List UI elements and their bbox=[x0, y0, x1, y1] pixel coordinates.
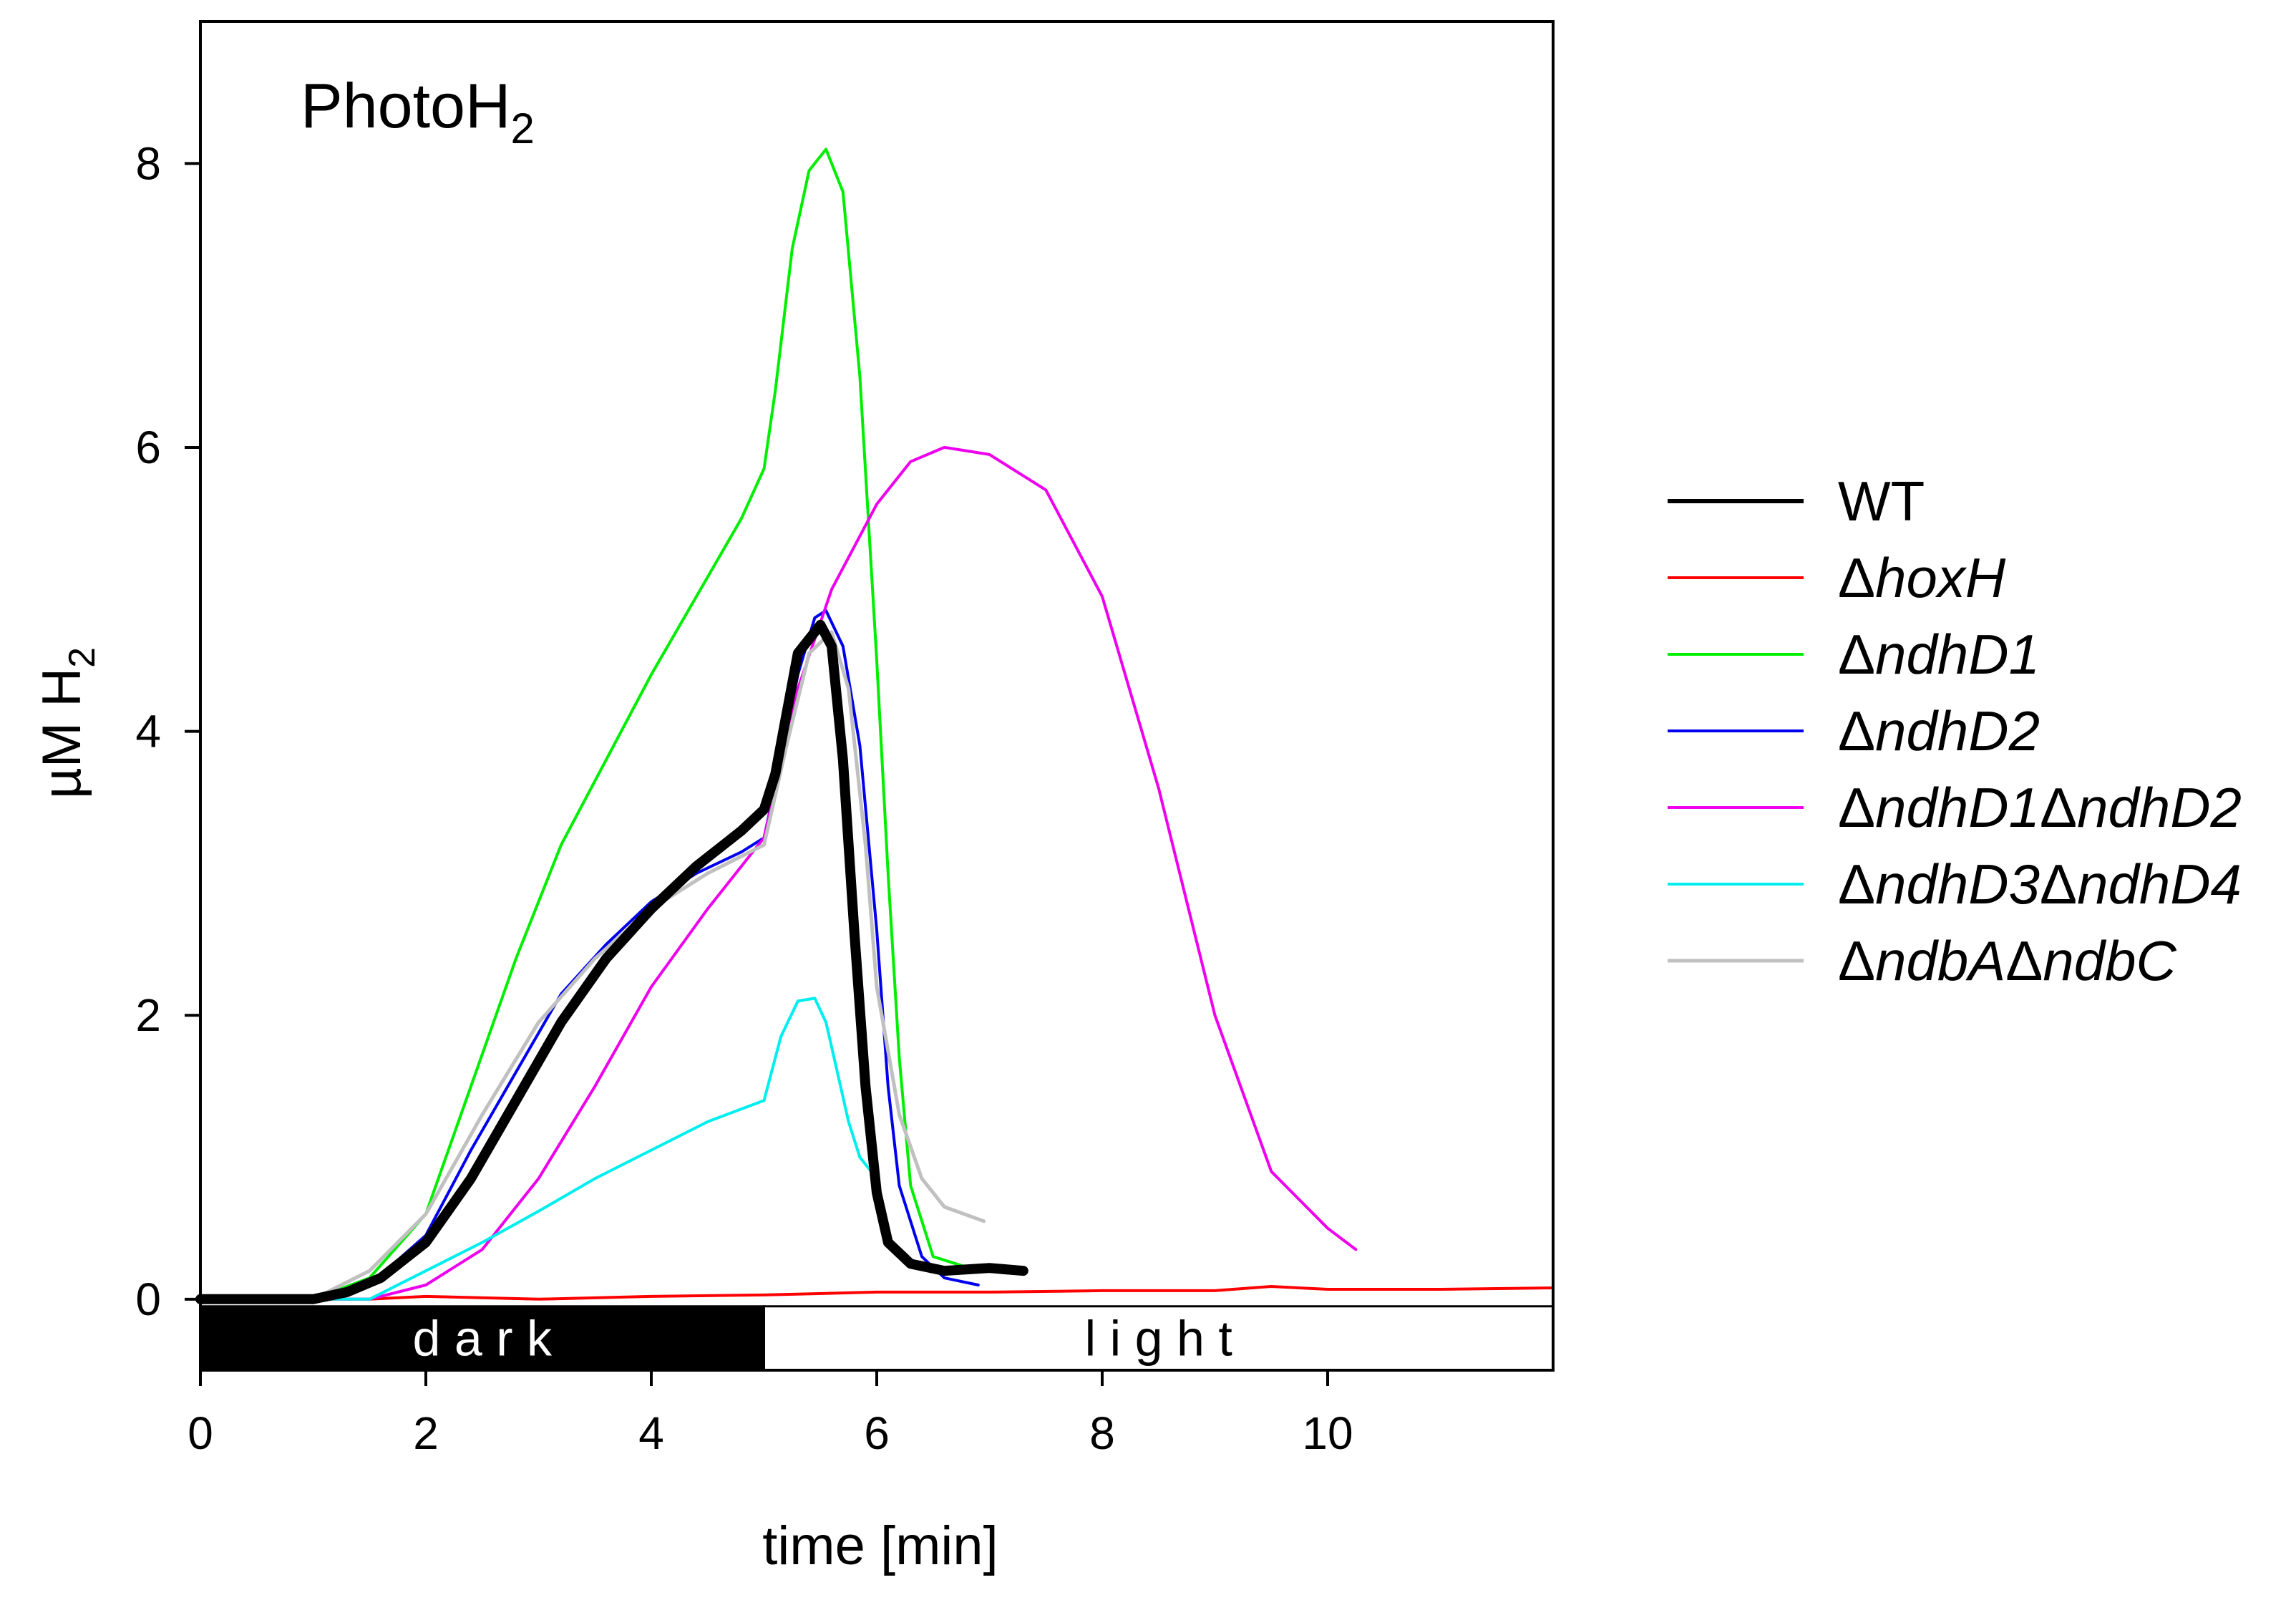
y-tick-label: 4 bbox=[135, 706, 161, 757]
legend-label: ΔndhD1ΔndhD2 bbox=[1838, 776, 2242, 839]
legend: WTΔhoxHΔndhD1ΔndhD2ΔndhD1ΔndhD2ΔndhD3Δnd… bbox=[1668, 470, 2242, 992]
x-tick-label: 8 bbox=[1089, 1407, 1115, 1459]
phase-0-block bbox=[199, 1305, 765, 1372]
y-tick-label: 0 bbox=[135, 1274, 161, 1325]
series-line-wt bbox=[195, 619, 1028, 1304]
series-line-hoxh bbox=[199, 1285, 1555, 1301]
y-tick-label: 6 bbox=[135, 422, 161, 473]
legend-label: ΔndhD3ΔndhD4 bbox=[1838, 853, 2242, 916]
series-line-ndhd1 bbox=[199, 147, 980, 1301]
x-axis-ticks: 0 2 4 6 8 10 bbox=[188, 1370, 1353, 1459]
series-line-ndhd1-ndhd2 bbox=[199, 445, 1358, 1301]
legend-label: ΔndhD2 bbox=[1838, 699, 2040, 762]
x-axis-label: time [min] bbox=[762, 1516, 998, 1576]
series-line-ndhd2 bbox=[199, 609, 980, 1301]
x-tick-label: 6 bbox=[864, 1407, 890, 1459]
y-tick-label: 2 bbox=[135, 989, 161, 1041]
x-tick-label: 0 bbox=[188, 1407, 213, 1459]
legend-label: ΔndhD1 bbox=[1838, 623, 2040, 686]
x-tick-label: 2 bbox=[413, 1407, 439, 1459]
plot-frame bbox=[199, 20, 1555, 1372]
legend-label: WT bbox=[1838, 470, 1925, 533]
y-tick-label: 8 bbox=[135, 137, 161, 189]
series-line-ndba-ndbc bbox=[198, 630, 986, 1301]
y-axis-ticks: 0 2 4 6 8 bbox=[135, 137, 200, 1325]
x-tick-label: 4 bbox=[638, 1407, 664, 1459]
legend-label: ΔhoxH bbox=[1838, 546, 2006, 609]
y-axis-label: µM H2 bbox=[31, 647, 103, 799]
phase-1-block bbox=[763, 1305, 1555, 1372]
phase-1-label: l i g h t bbox=[1085, 1310, 1232, 1366]
x-tick-label: 10 bbox=[1302, 1407, 1353, 1459]
phase-0-label: d a r k bbox=[412, 1310, 553, 1366]
legend-label: ΔndbAΔndbC bbox=[1838, 929, 2177, 992]
series-line-ndhd3-ndhd4 bbox=[199, 997, 878, 1301]
plot-lines bbox=[195, 147, 1555, 1304]
chart-title: PhotoH2 bbox=[301, 70, 535, 152]
